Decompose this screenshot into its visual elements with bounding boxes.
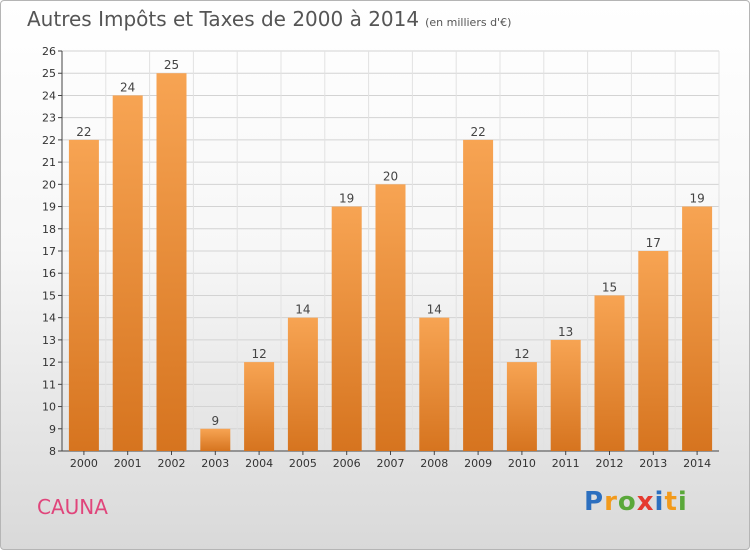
proxiti-logo[interactable]: Proxiti <box>584 487 688 517</box>
logo-letter: t <box>664 487 678 517</box>
bars <box>68 73 713 452</box>
bar-value-label: 14 <box>427 303 442 317</box>
bar <box>682 206 713 451</box>
y-tick-label: 11 <box>42 378 56 391</box>
bar <box>419 317 450 451</box>
bar <box>244 362 275 451</box>
logo-letter: i <box>654 487 665 517</box>
bar <box>638 251 669 451</box>
bar-value-label: 20 <box>383 169 398 183</box>
y-tick-label: 20 <box>42 178 56 191</box>
x-tick-label: 2002 <box>158 457 186 470</box>
bar <box>156 73 187 451</box>
x-tick-label: 2004 <box>245 457 273 470</box>
y-tick-label: 19 <box>42 201 56 214</box>
y-tick-label: 14 <box>42 312 56 325</box>
x-tick-label: 2009 <box>464 457 492 470</box>
logo-letter: P <box>584 487 605 517</box>
labels: 22 24 25 9 12 14 19 20 14 22 12 13 15 17 19 <box>76 58 704 428</box>
x-tick-label: 2014 <box>683 457 711 470</box>
y-tick-label: 13 <box>42 334 56 347</box>
x-tick-label: 2007 <box>377 457 405 470</box>
bar <box>463 139 494 451</box>
bar-value-label: 22 <box>76 125 91 139</box>
x-tick-label: 2005 <box>289 457 317 470</box>
y-tick-label: 23 <box>42 112 56 125</box>
commune-name: CAUNA <box>37 495 108 519</box>
x-tick-label: 2000 <box>70 457 98 470</box>
bar-value-label: 12 <box>251 347 266 361</box>
y-tick-label: 16 <box>42 267 56 280</box>
y-tick-label: 26 <box>42 45 56 58</box>
y-tick-label: 22 <box>42 134 56 147</box>
logo-letter: r <box>604 487 618 517</box>
bar-value-label: 24 <box>120 80 135 94</box>
bar <box>331 206 362 451</box>
x-tick-label: 2012 <box>596 457 624 470</box>
y-tick-label: 24 <box>42 89 56 102</box>
bar-value-label: 12 <box>514 347 529 361</box>
bar-value-label: 17 <box>646 236 661 250</box>
x-tick-label: 2006 <box>333 457 361 470</box>
y-tick-label: 8 <box>49 445 56 458</box>
y-tick-label: 12 <box>42 356 56 369</box>
bar <box>200 428 231 451</box>
bar <box>594 295 625 451</box>
bar <box>375 184 406 452</box>
x-tick-label: 2003 <box>201 457 229 470</box>
logo-letter: o <box>617 487 637 517</box>
bar <box>68 139 99 451</box>
bar-value-label: 25 <box>164 58 179 72</box>
x-tick-label: 2008 <box>420 457 448 470</box>
y-tick-label: 25 <box>42 67 56 80</box>
bar-value-label: 22 <box>470 125 485 139</box>
x-tick-label: 2013 <box>639 457 667 470</box>
bar <box>287 317 318 451</box>
x-tick-label: 2010 <box>508 457 536 470</box>
bar-value-label: 14 <box>295 303 310 317</box>
bar <box>112 95 143 451</box>
chart-title: Autres Impôts et Taxes de 2000 à 2014 (en… <box>27 7 512 31</box>
bar-value-label: 15 <box>602 280 617 294</box>
logo-letter: i <box>677 487 688 517</box>
y-tick-label: 17 <box>42 245 56 258</box>
bar-value-label: 19 <box>339 192 354 206</box>
chart-subtitle: (en milliers d'€) <box>425 16 512 29</box>
logo-letter: x <box>636 487 655 517</box>
bar-value-label: 13 <box>558 325 573 339</box>
bar-value-label: 9 <box>211 414 219 428</box>
bar <box>506 362 537 451</box>
x-tick-label: 2011 <box>552 457 580 470</box>
x-tick-label: 2001 <box>114 457 142 470</box>
y-tick-label: 21 <box>42 156 56 169</box>
bar <box>550 339 581 451</box>
y-tick-label: 15 <box>42 289 56 302</box>
y-tick-label: 18 <box>42 223 56 236</box>
y-tick-label: 9 <box>49 423 56 436</box>
y-tick-label: 10 <box>42 401 56 414</box>
bar-value-label: 19 <box>689 192 704 206</box>
